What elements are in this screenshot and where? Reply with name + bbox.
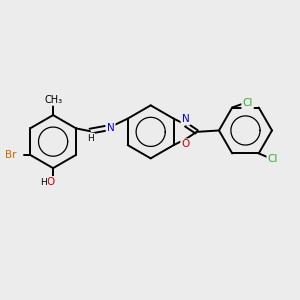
- Text: H: H: [87, 134, 94, 142]
- Text: N: N: [107, 123, 115, 133]
- Text: CH₃: CH₃: [44, 95, 62, 105]
- Text: N: N: [182, 114, 189, 124]
- Text: H: H: [40, 178, 47, 187]
- Text: Cl: Cl: [268, 154, 278, 164]
- Text: Br: Br: [5, 150, 17, 160]
- Text: O: O: [182, 140, 190, 149]
- Text: Cl: Cl: [242, 98, 253, 108]
- Text: O: O: [46, 177, 54, 187]
